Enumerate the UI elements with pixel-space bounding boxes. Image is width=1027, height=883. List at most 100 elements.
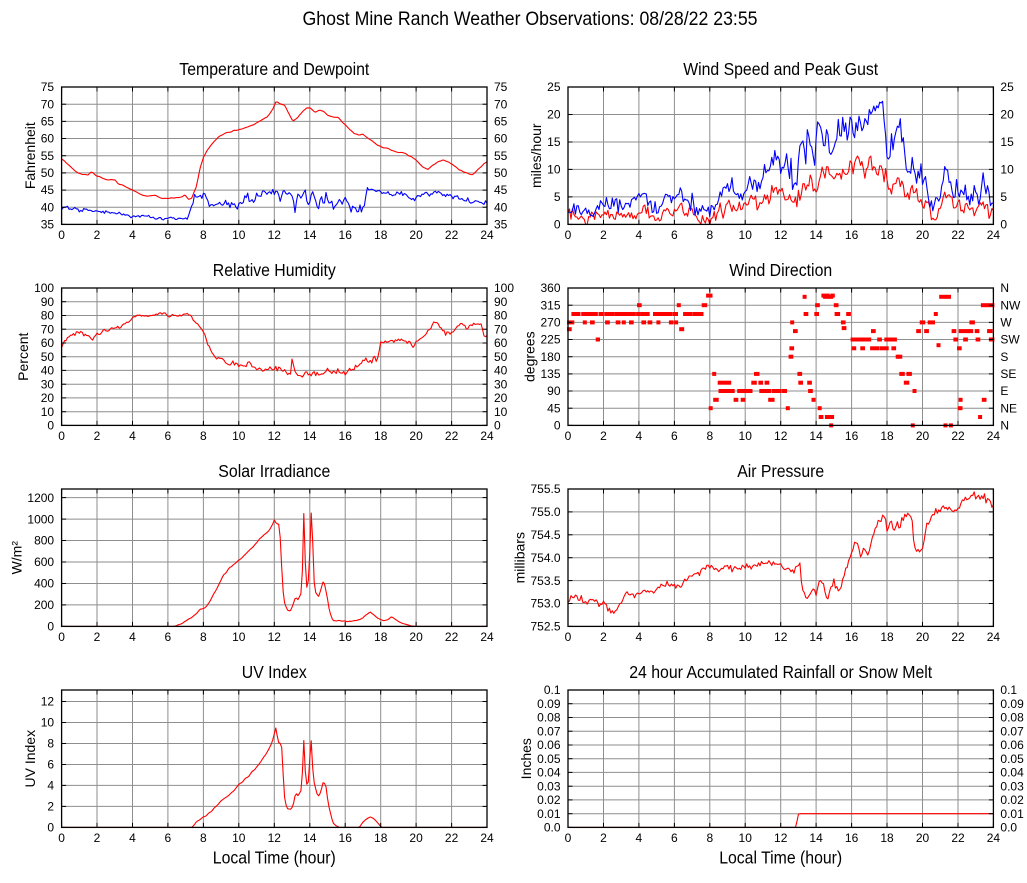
svg-text:0: 0	[554, 218, 561, 232]
svg-text:600: 600	[34, 555, 54, 569]
svg-text:6: 6	[671, 630, 678, 644]
svg-text:20: 20	[1000, 108, 1014, 122]
svg-text:0.02: 0.02	[537, 793, 561, 807]
svg-text:2: 2	[600, 831, 607, 845]
svg-text:22: 22	[445, 429, 459, 443]
svg-text:2: 2	[47, 800, 54, 814]
svg-text:Ghost Mine Ranch Weather Obser: Ghost Mine Ranch Weather Observations: 0…	[303, 8, 758, 30]
svg-text:6: 6	[165, 831, 172, 845]
svg-text:4: 4	[636, 630, 643, 644]
svg-text:6: 6	[165, 429, 172, 443]
svg-text:4: 4	[129, 228, 136, 242]
svg-text:22: 22	[445, 831, 459, 845]
svg-text:0: 0	[58, 630, 65, 644]
svg-text:15: 15	[1000, 135, 1014, 149]
svg-text:24: 24	[987, 228, 1001, 242]
svg-text:755.5: 755.5	[530, 482, 560, 496]
svg-text:0: 0	[565, 429, 572, 443]
svg-text:50: 50	[41, 166, 55, 180]
svg-text:Solar Irradiance: Solar Irradiance	[218, 461, 330, 481]
svg-text:1200: 1200	[27, 491, 54, 505]
svg-text:24: 24	[987, 630, 1001, 644]
svg-text:90: 90	[41, 295, 55, 309]
svg-text:55: 55	[41, 149, 55, 163]
svg-text:2: 2	[94, 630, 101, 644]
svg-text:NW: NW	[1000, 298, 1021, 312]
svg-text:W: W	[1000, 316, 1012, 330]
svg-text:754.0: 754.0	[530, 551, 560, 565]
svg-text:8: 8	[706, 228, 713, 242]
svg-text:18: 18	[374, 831, 388, 845]
svg-text:14: 14	[303, 831, 317, 845]
svg-text:10: 10	[547, 163, 561, 177]
svg-text:20: 20	[409, 630, 423, 644]
svg-text:60: 60	[494, 132, 508, 146]
svg-text:8: 8	[706, 429, 713, 443]
svg-text:90: 90	[494, 295, 508, 309]
svg-text:24: 24	[480, 429, 494, 443]
svg-text:18: 18	[880, 831, 894, 845]
svg-text:24: 24	[987, 429, 1001, 443]
svg-text:6: 6	[165, 630, 172, 644]
svg-text:E: E	[1000, 384, 1008, 398]
svg-text:20: 20	[916, 831, 930, 845]
svg-text:0.09: 0.09	[537, 697, 561, 711]
svg-text:50: 50	[41, 350, 55, 364]
svg-text:2: 2	[600, 630, 607, 644]
svg-text:18: 18	[374, 228, 388, 242]
svg-text:0: 0	[554, 419, 561, 433]
svg-text:22: 22	[445, 228, 459, 242]
svg-text:40: 40	[494, 200, 508, 214]
svg-text:10: 10	[232, 429, 246, 443]
svg-text:2: 2	[600, 228, 607, 242]
svg-text:8: 8	[706, 831, 713, 845]
svg-text:2: 2	[94, 228, 101, 242]
svg-text:2: 2	[94, 831, 101, 845]
svg-text:Inches: Inches	[518, 738, 534, 779]
svg-text:8: 8	[47, 737, 54, 751]
svg-text:65: 65	[494, 115, 508, 129]
svg-text:8: 8	[200, 228, 207, 242]
svg-text:degrees: degrees	[522, 331, 538, 382]
svg-text:10: 10	[739, 228, 753, 242]
svg-text:14: 14	[303, 228, 317, 242]
svg-text:755.0: 755.0	[530, 505, 560, 519]
svg-text:10: 10	[232, 831, 246, 845]
svg-text:0: 0	[494, 419, 501, 433]
svg-text:6: 6	[671, 831, 678, 845]
svg-text:25: 25	[1000, 80, 1014, 94]
svg-text:0.0: 0.0	[544, 821, 561, 835]
svg-text:0.04: 0.04	[537, 766, 561, 780]
svg-text:55: 55	[494, 149, 508, 163]
svg-text:0.1: 0.1	[1000, 683, 1017, 697]
svg-text:400: 400	[34, 577, 54, 591]
svg-text:24: 24	[987, 831, 1001, 845]
svg-text:0: 0	[565, 228, 572, 242]
svg-text:0.09: 0.09	[1000, 697, 1024, 711]
svg-text:12: 12	[268, 831, 282, 845]
svg-text:75: 75	[494, 80, 508, 94]
svg-text:10: 10	[739, 429, 753, 443]
svg-text:W/m²: W/m²	[8, 541, 24, 575]
svg-text:20: 20	[409, 228, 423, 242]
svg-text:45: 45	[547, 401, 561, 415]
svg-text:0.01: 0.01	[1000, 807, 1024, 821]
svg-text:0: 0	[565, 630, 572, 644]
svg-text:10: 10	[41, 716, 55, 730]
svg-text:10: 10	[232, 228, 246, 242]
svg-text:35: 35	[494, 218, 508, 232]
svg-text:0.03: 0.03	[537, 779, 561, 793]
svg-text:20: 20	[547, 108, 561, 122]
svg-text:UV Index: UV Index	[242, 662, 307, 682]
svg-text:22: 22	[445, 630, 459, 644]
svg-text:6: 6	[165, 228, 172, 242]
svg-text:6: 6	[47, 758, 54, 772]
svg-text:22: 22	[951, 429, 965, 443]
svg-text:Wind Speed and Peak Gust: Wind Speed and Peak Gust	[683, 59, 878, 79]
svg-text:45: 45	[41, 183, 55, 197]
svg-text:6: 6	[671, 429, 678, 443]
svg-text:4: 4	[636, 429, 643, 443]
svg-text:6: 6	[671, 228, 678, 242]
svg-text:0: 0	[58, 228, 65, 242]
svg-text:80: 80	[41, 309, 55, 323]
